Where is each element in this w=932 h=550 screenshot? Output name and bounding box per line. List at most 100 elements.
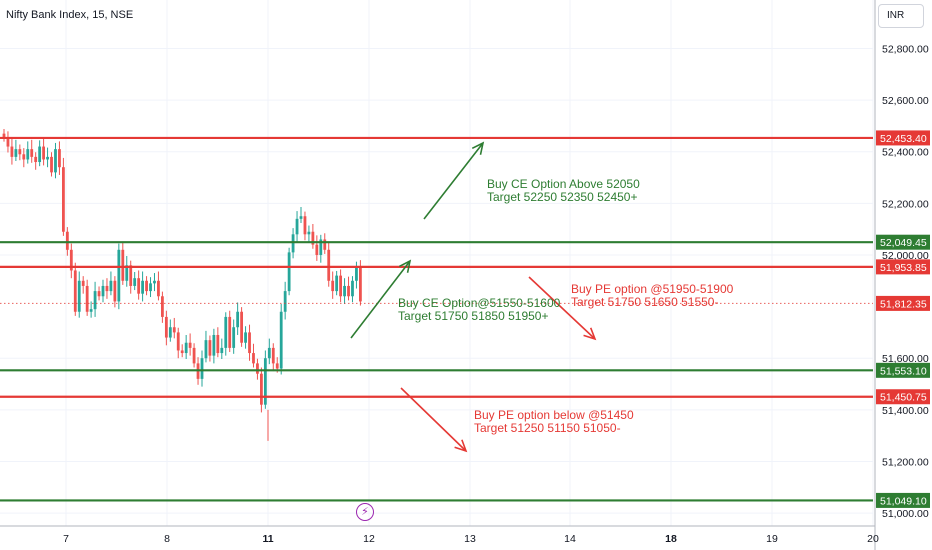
candle-body [105,285,109,292]
annotation-pe-below-line1: Buy PE option below @51450 [474,408,634,422]
candle [50,152,53,177]
candle-body [50,156,53,173]
level-price-label: 51,553.10 [880,365,927,377]
candle [18,144,22,161]
candle-body [232,327,236,348]
candle [331,271,335,299]
candle-body [168,327,172,338]
candle [224,312,228,356]
candle-body [93,291,97,310]
arrow-head [398,259,412,273]
candle-body [343,285,346,297]
candle-body [26,149,30,160]
candle [157,271,160,301]
candle-body [351,280,354,297]
level-price-tag [876,234,930,250]
candle [168,319,172,342]
x-tick-label: 11 [262,533,273,545]
candle-body [113,280,117,302]
candle-body [291,234,295,253]
annotation-ce-above-line1: Buy CE Option Above 52050 [487,177,640,191]
lightning-bolt-icon[interactable]: ⚡ [356,503,374,521]
candle-body [180,350,184,354]
y-tick-label: 52,400.00 [882,147,929,159]
candle [208,335,212,362]
candle [2,128,6,142]
candle-body [34,156,38,163]
candle-body [141,280,144,294]
candle-body [263,358,267,405]
candle-body [10,146,14,157]
candle [113,276,117,308]
arrow-pe-range [528,276,597,341]
x-tick-label: 12 [363,533,375,545]
candle [6,131,10,153]
candle-body [2,133,6,138]
x-tick-label: 14 [564,533,576,545]
candle-body [283,291,287,312]
candle [46,147,49,168]
candle-body [125,265,129,281]
annotation-pe-below-line2: Target 51250 51150 51050- [474,421,621,435]
y-tick-label: 52,600.00 [882,95,929,107]
candle [244,326,247,349]
candle-body [339,275,342,297]
candle [133,272,137,291]
candle [263,350,267,409]
annotation-pe-range-line1: Buy PE option @51950-51900 [571,282,734,296]
candle-body [267,347,271,359]
candle-body [65,231,69,250]
candle [303,211,307,241]
candle-body [252,353,255,364]
candle-body [275,363,279,369]
candle-body [287,252,291,292]
candle-body [6,137,10,147]
candle-body [188,342,192,348]
arrow-head [583,327,597,341]
candle [335,270,339,296]
symbol-title: Nifty Bank Index, 15, NSE [6,9,134,21]
candle-body [271,347,275,364]
candle-body [157,280,160,297]
y-tick-label: 51,400.00 [882,405,929,417]
currency-selector[interactable]: INR [878,4,924,28]
candle [26,141,30,164]
y-tick-label: 51,000.00 [882,508,929,520]
candle [311,223,315,249]
candle [267,338,271,365]
y-tick-label: 52,200.00 [882,198,929,210]
candle [30,139,34,163]
candle [279,304,283,375]
candle [121,242,125,285]
x-tick-label: 8 [164,533,170,545]
level-price-label: 51,450.75 [880,392,927,404]
candle [220,338,224,359]
level-price-label: 52,453.40 [880,133,927,145]
candle [192,343,196,368]
arrow-shaft [400,387,467,452]
candle-body [299,216,303,219]
candle [287,247,291,296]
y-tick-label: 52,000.00 [882,250,929,262]
x-tick-label: 18 [665,533,677,545]
candle [299,206,303,223]
annotation-ce-range-line2: Target 51750 51850 51950+ [398,309,548,323]
candle [58,141,61,175]
candle [22,148,26,168]
candle-body [323,239,327,250]
candle [228,310,232,353]
candle [200,350,204,387]
level-price-tag [876,362,930,378]
candle-body [58,149,61,168]
x-tick-label: 20 [867,533,879,545]
candle-body [228,316,232,348]
candle-body [117,249,121,302]
level-price-tag [876,130,930,146]
candle-body [85,285,89,312]
candle [89,301,93,318]
candle [204,330,208,363]
candle-body [236,311,240,328]
candle-body [347,285,350,297]
candle [216,327,220,358]
